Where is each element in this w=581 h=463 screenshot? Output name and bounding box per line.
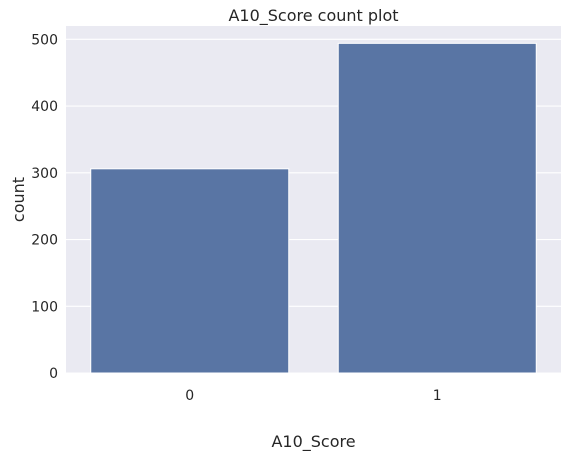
x-tick-label: 0 (185, 388, 194, 404)
bars (90, 42, 537, 374)
y-tick-label: 100 (31, 299, 58, 315)
y-tick-label: 200 (31, 233, 58, 249)
y-axis-ticks: 0 100 200 300 400 500 (31, 32, 58, 382)
y-tick-label: 500 (31, 32, 58, 48)
y-axis-label: count (9, 177, 28, 222)
y-tick-label: 300 (31, 166, 58, 182)
y-tick-label: 400 (31, 99, 58, 115)
x-tick-label: 1 (433, 388, 442, 404)
y-tick-label: 0 (49, 366, 58, 382)
bar-1 (337, 42, 537, 374)
chart-title: A10_Score count plot (228, 6, 398, 26)
bar-0 (90, 168, 290, 374)
x-axis-label: A10_Score (271, 432, 355, 452)
